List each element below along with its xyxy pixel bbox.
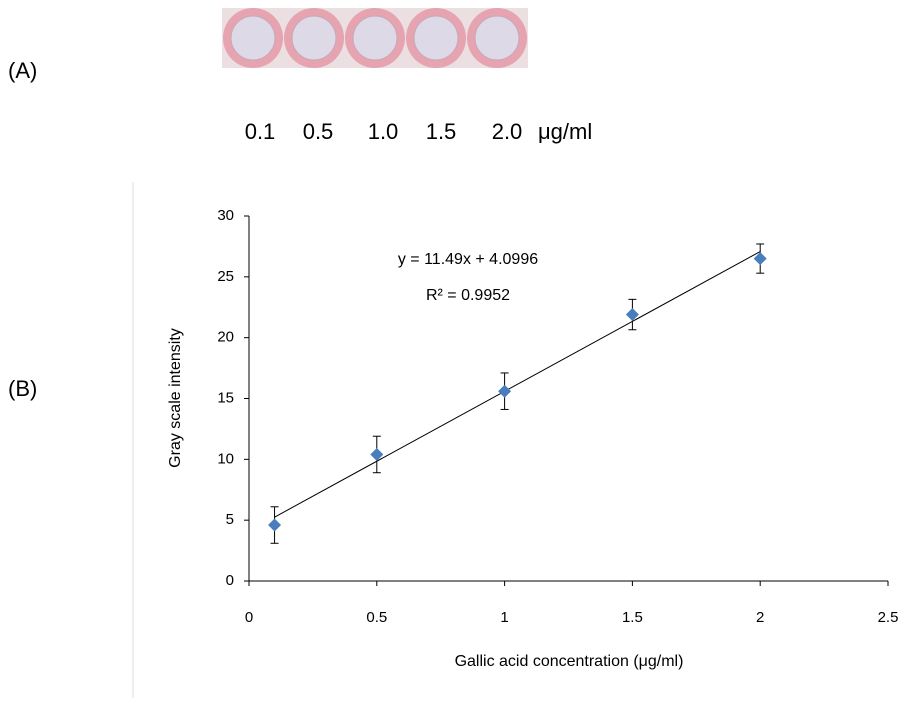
y-tick-label: 30 bbox=[217, 207, 234, 224]
concentration-unit: μg/ml bbox=[538, 119, 592, 144]
y-tick-label: 15 bbox=[217, 389, 234, 406]
well-center bbox=[474, 15, 520, 61]
panel-label: (A) bbox=[8, 58, 37, 83]
concentration-label: 1.5 bbox=[426, 119, 457, 144]
y-tick-label: 5 bbox=[226, 511, 234, 528]
concentration-label: 1.0 bbox=[368, 119, 399, 144]
well-strip bbox=[222, 8, 528, 68]
concentration-label: 0.5 bbox=[303, 119, 334, 144]
data-point bbox=[753, 252, 767, 266]
trendline-equation: y = 11.49x + 4.0996 bbox=[398, 251, 538, 268]
panel-label: (B) bbox=[8, 376, 37, 401]
x-tick-label: 2.5 bbox=[878, 609, 899, 626]
concentration-label: 0.1 bbox=[245, 119, 276, 144]
trendline-r2: R² = 0.9952 bbox=[426, 287, 510, 304]
y-axis-title: Gray scale intensity bbox=[167, 328, 184, 468]
data-point bbox=[268, 518, 282, 532]
y-tick-label: 10 bbox=[217, 450, 234, 467]
y-tick-label: 20 bbox=[217, 329, 234, 346]
x-tick-label: 1.5 bbox=[622, 609, 643, 626]
x-tick-label: 0.5 bbox=[366, 609, 387, 626]
well-center bbox=[413, 15, 459, 61]
y-tick-label: 25 bbox=[217, 268, 234, 285]
x-tick-label: 1 bbox=[500, 609, 508, 626]
concentration-label: 2.0 bbox=[492, 119, 523, 144]
x-axis-title: Gallic acid concentration (μg/ml) bbox=[455, 653, 684, 670]
data-point bbox=[498, 384, 512, 398]
well-center bbox=[230, 15, 276, 61]
data-point bbox=[625, 308, 639, 322]
data-point bbox=[370, 447, 384, 461]
well-center bbox=[291, 15, 337, 61]
y-tick-label: 0 bbox=[226, 572, 234, 589]
x-tick-label: 0 bbox=[245, 609, 253, 626]
well-center bbox=[352, 15, 398, 61]
x-tick-label: 2 bbox=[756, 609, 764, 626]
trendline bbox=[274, 251, 761, 518]
